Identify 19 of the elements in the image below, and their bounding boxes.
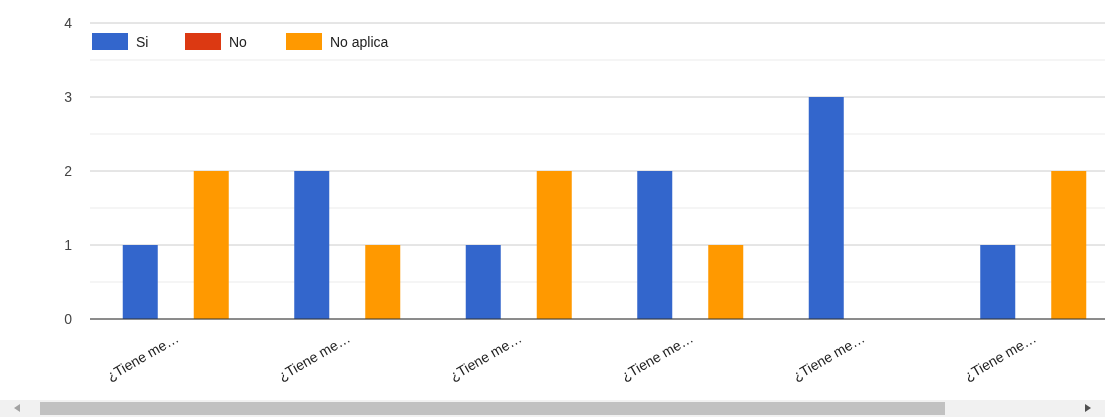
y-tick-label: 4 [64, 14, 73, 31]
bar [536, 171, 572, 319]
y-tick-label: 3 [64, 88, 73, 105]
bar [1051, 171, 1087, 319]
bar [808, 97, 844, 319]
bar [708, 245, 744, 319]
legend-label: Si [136, 33, 149, 50]
bar [193, 171, 229, 319]
bar [637, 171, 673, 319]
bar [122, 245, 158, 319]
legend-label: No [229, 33, 248, 50]
bar [980, 245, 1016, 319]
bar [294, 171, 330, 319]
y-tick-label: 0 [64, 310, 73, 327]
bar [365, 245, 401, 319]
y-tick-label: 2 [64, 162, 73, 179]
legend-label: No aplica [330, 33, 389, 50]
bar [465, 245, 501, 319]
y-tick-label: 1 [64, 236, 73, 253]
